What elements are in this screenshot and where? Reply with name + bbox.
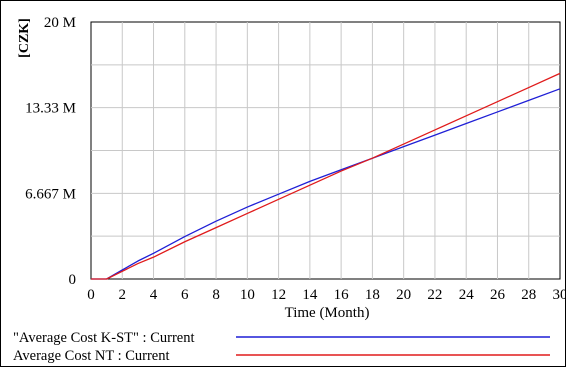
x-tick-labels: 0 2 4 6 8 10 12 14 16 18 20 22 24 26 28 30 bbox=[87, 287, 566, 303]
x-axis-label: Time (Month) bbox=[285, 305, 370, 321]
legend-label-2: Average Cost NT : Current bbox=[13, 348, 170, 364]
grid bbox=[91, 22, 560, 279]
y-tick-label: 20 M bbox=[44, 15, 76, 31]
series-line-2 bbox=[91, 72, 561, 280]
x-tick-label: 30 bbox=[553, 287, 566, 303]
series-layer bbox=[91, 72, 561, 280]
x-tick-label: 4 bbox=[150, 287, 158, 303]
x-tick-label: 16 bbox=[334, 287, 350, 303]
y-tick-label: 6.667 M bbox=[25, 186, 76, 202]
x-tick-label: 12 bbox=[271, 287, 286, 303]
x-tick-label: 10 bbox=[240, 287, 255, 303]
x-tick-label: 24 bbox=[459, 287, 475, 303]
x-tick-label: 28 bbox=[521, 287, 536, 303]
x-tick-label: 26 bbox=[490, 287, 506, 303]
legend: "Average Cost K-ST" : Current Average Cos… bbox=[13, 330, 550, 364]
x-tick-label: 18 bbox=[365, 287, 380, 303]
y-tick-label: 13.33 M bbox=[25, 101, 76, 117]
y-unit-label: [CZK] bbox=[17, 18, 32, 58]
series-line-1 bbox=[91, 88, 561, 280]
x-tick-label: 14 bbox=[302, 287, 318, 303]
x-tick-label: 22 bbox=[427, 287, 442, 303]
y-tick-labels: 0 6.667 M 13.33 M 20 M bbox=[25, 15, 76, 288]
legend-label-1: "Average Cost K-ST" : Current bbox=[13, 330, 195, 346]
x-tick-label: 0 bbox=[87, 287, 95, 303]
x-tick-label: 8 bbox=[212, 287, 220, 303]
y-tick-label: 0 bbox=[69, 272, 77, 288]
x-tick-label: 2 bbox=[119, 287, 127, 303]
x-tick-label: 6 bbox=[181, 287, 189, 303]
x-tick-label: 20 bbox=[396, 287, 411, 303]
